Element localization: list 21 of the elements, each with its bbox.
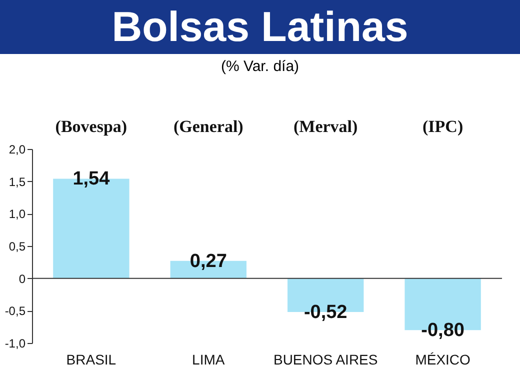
text: (Bovespa)	[55, 117, 128, 136]
data-label: 1,54	[72, 168, 110, 190]
y-tick-label: -0,5	[4, 304, 26, 318]
chart-title: Bolsas Latinas	[0, 0, 520, 54]
chart-subtitle: (% Var. día)	[220, 58, 300, 77]
y-tick-label: -1,0	[4, 336, 26, 350]
x-tick-label: BUENOS AIRES	[273, 352, 378, 368]
text: (Merval)	[294, 117, 358, 136]
text: (General)	[173, 117, 244, 136]
y-tick-label: 1,0	[8, 207, 26, 222]
data-label: -0,52	[304, 302, 348, 323]
y-tick-label: 0,5	[8, 240, 26, 254]
data-label: -0,80	[421, 320, 464, 342]
x-tick-label: BRASIL	[66, 352, 116, 368]
y-tick-label: 0	[18, 272, 26, 286]
y-tick-label: 1,5	[8, 174, 26, 189]
text: (IPC)	[422, 117, 464, 136]
y-tick-label: 2,0	[8, 142, 26, 156]
data-label: 0,27	[190, 250, 227, 272]
x-tick-label: MÉXICO	[415, 352, 471, 368]
x-tick-label: LIMA	[192, 352, 226, 368]
